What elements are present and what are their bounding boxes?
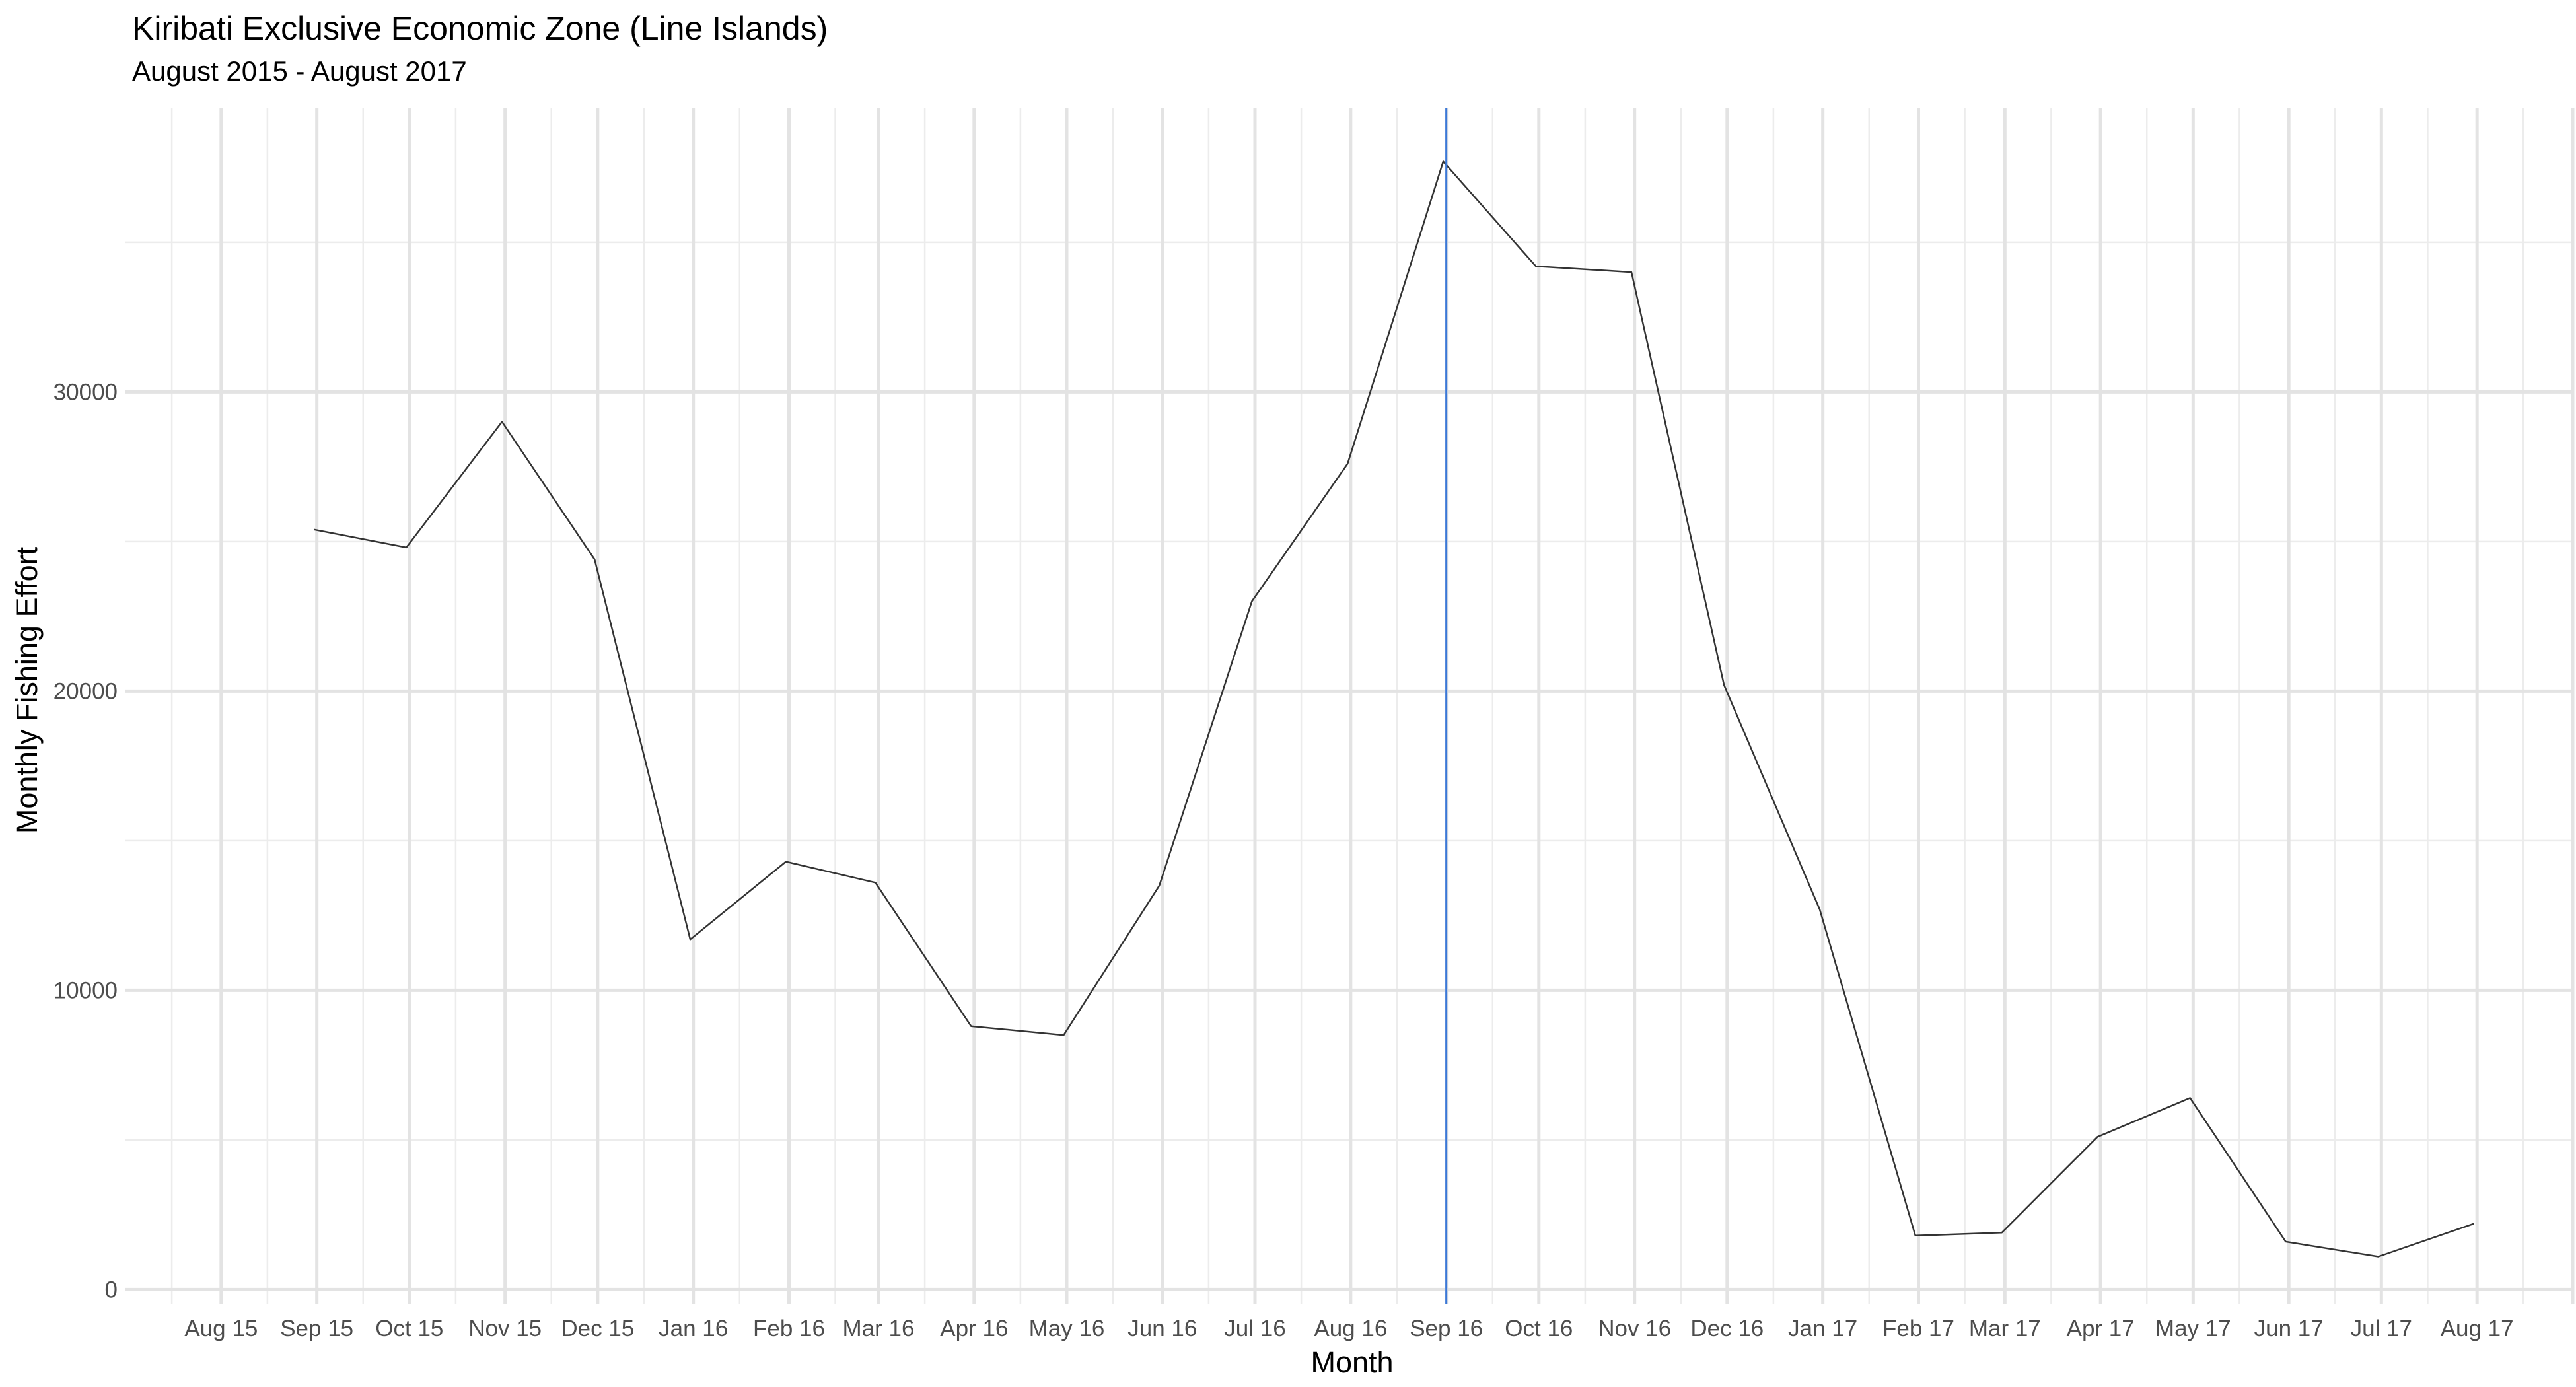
x-tick-label: Oct 16 xyxy=(1505,1316,1573,1341)
series-line xyxy=(313,160,2474,1258)
x-tick-label: Jul 17 xyxy=(2351,1316,2412,1341)
x-tick-label: Aug 16 xyxy=(1314,1316,1387,1341)
minor-x-gridlines xyxy=(170,108,2524,1304)
x-tick-label: Jul 16 xyxy=(1224,1316,1285,1341)
x-tick-label: Nov 16 xyxy=(1598,1316,1671,1341)
x-tick-label: Mar 16 xyxy=(843,1316,915,1341)
major-x-gridlines xyxy=(219,108,2575,1304)
x-tick-label: Sep 16 xyxy=(1410,1316,1483,1341)
x-tick-label: Feb 17 xyxy=(1882,1316,1954,1341)
x-tick-label: Oct 15 xyxy=(375,1316,443,1341)
x-tick-label: Sep 15 xyxy=(280,1316,353,1341)
x-tick-label: Apr 16 xyxy=(940,1316,1008,1341)
x-tick-label: Jun 16 xyxy=(1127,1316,1197,1341)
y-tick-label: 20000 xyxy=(54,678,118,704)
chart-subtitle: August 2015 - August 2017 xyxy=(132,55,467,87)
series-layer xyxy=(313,160,2474,1258)
x-tick-label: Aug 17 xyxy=(2441,1316,2514,1341)
x-tick-label: Jan 16 xyxy=(659,1316,728,1341)
chart-title: Kiribati Exclusive Economic Zone (Line I… xyxy=(132,10,828,47)
x-tick-label: Aug 15 xyxy=(184,1316,258,1341)
x-tick-label: May 17 xyxy=(2155,1316,2231,1341)
x-tick-label: Nov 15 xyxy=(468,1316,542,1341)
y-tick-label: 0 xyxy=(105,1277,118,1302)
y-tick-label: 30000 xyxy=(54,379,118,405)
x-tick-label: Jan 17 xyxy=(1788,1316,1857,1341)
y-tick-label: 10000 xyxy=(54,978,118,1003)
x-tick-labels: Aug 15 Sep 15 Oct 15 Nov 15 Dec 15 Jan 16 Feb … xyxy=(184,1316,2513,1341)
x-tick-label: Feb 16 xyxy=(753,1316,825,1341)
x-tick-label: Dec 16 xyxy=(1690,1316,1764,1341)
x-tick-label: Apr 17 xyxy=(2067,1316,2135,1341)
x-tick-label: Jun 17 xyxy=(2254,1316,2324,1341)
x-tick-label: Dec 15 xyxy=(561,1316,634,1341)
x-axis-title: Month xyxy=(1310,1345,1393,1379)
x-tick-label: Mar 17 xyxy=(1969,1316,2041,1341)
y-axis-title: Monthly Fishing Effort xyxy=(10,546,44,834)
x-tick-label: May 16 xyxy=(1029,1316,1105,1341)
y-tick-labels: 0 10000 20000 30000 xyxy=(54,379,118,1302)
